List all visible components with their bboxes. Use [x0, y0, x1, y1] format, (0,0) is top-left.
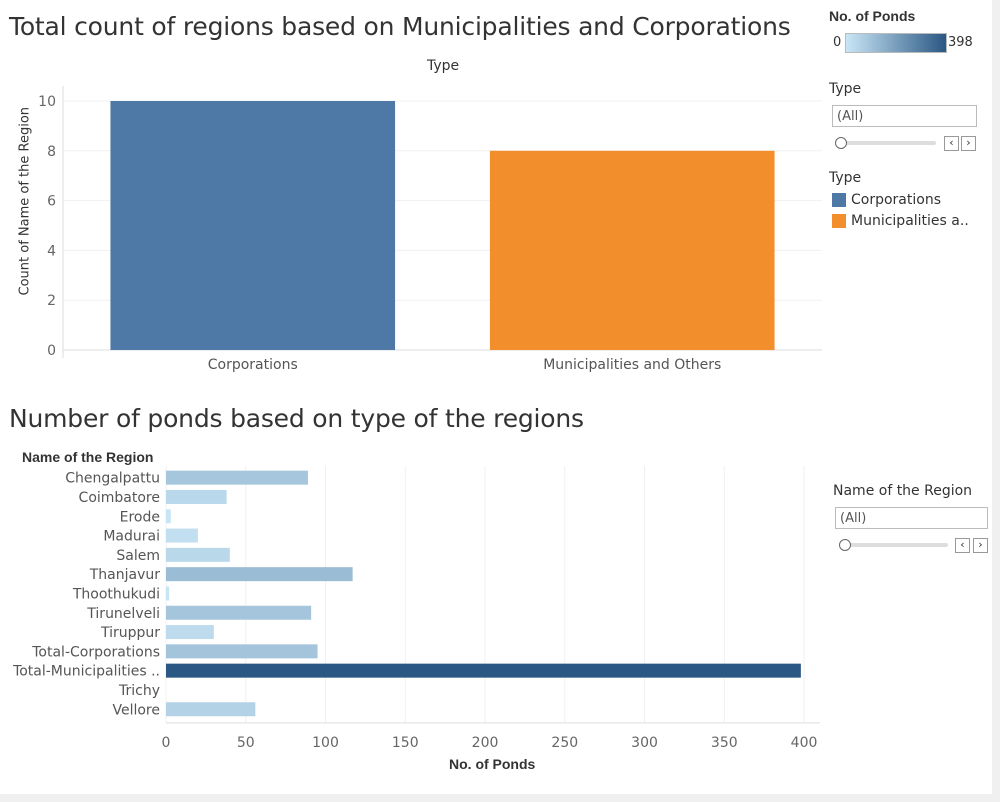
bar-total-municipalities: [166, 663, 801, 678]
top-y-tick-label: 4: [47, 243, 56, 259]
type-legend-title: Type: [829, 170, 862, 186]
ponds-by-region-chart[interactable]: 0 50 100 150 200 250 300 350 400 Chengalpattu Coim…: [0, 466, 830, 756]
bar-tirunelveli: [166, 605, 312, 620]
type-filter-slider-handle[interactable]: [835, 137, 847, 149]
bottom-x-tick-label: 0: [162, 735, 171, 751]
bottom-x-tick-label: 150: [392, 735, 419, 751]
type-column-header: Type: [427, 58, 460, 74]
top-y-tick-label: 0: [47, 343, 56, 359]
legend-item-corporations[interactable]: Corporations: [851, 192, 941, 208]
bottom-x-tick-label: 350: [711, 735, 738, 751]
bar-corporations: [110, 101, 396, 350]
bar-madurai: [166, 528, 198, 543]
bottom-x-tick-label: 200: [472, 735, 499, 751]
legend-item-municipalities[interactable]: Municipalities a..: [851, 213, 969, 229]
region-label: Vellore: [112, 702, 160, 718]
region-filter-next-button[interactable]: ›: [973, 538, 988, 553]
bar-salem: [166, 547, 230, 562]
chevron-right-icon: ›: [966, 136, 971, 149]
bar-thoothukudi: [166, 586, 170, 601]
region-row-header: Name of the Region: [22, 449, 154, 465]
region-filter-prev-button[interactable]: ‹: [955, 538, 970, 553]
bottom-x-axis-title: No. of Ponds: [449, 756, 536, 772]
type-filter-title: Type: [829, 81, 862, 97]
bar-erode: [166, 509, 171, 524]
top-x-tick-label: Municipalities and Others: [543, 357, 721, 373]
region-label: Salem: [116, 548, 160, 564]
region-label: Trichy: [118, 683, 160, 699]
bottom-x-tick-label: 400: [791, 735, 818, 751]
region-label: Tirunelveli: [86, 606, 160, 622]
region-label: Total-Corporations: [31, 644, 160, 660]
region-label: Madurai: [103, 529, 160, 545]
bar-thanjavur: [166, 567, 353, 582]
region-label: Erode: [120, 509, 160, 525]
ponds-color-ramp: [845, 33, 947, 53]
region-label: Coimbatore: [79, 490, 160, 506]
chevron-left-icon: ‹: [949, 136, 954, 149]
bottom-chart-title: Number of ponds based on type of the reg…: [9, 404, 584, 433]
top-chart-title: Total count of regions based on Municipa…: [9, 12, 791, 41]
top-y-tick-label: 10: [38, 94, 56, 110]
ponds-legend-min: 0: [833, 35, 842, 50]
region-label: Thoothukudi: [72, 586, 160, 602]
region-filter-dropdown[interactable]: (All): [835, 507, 988, 529]
type-filter-dropdown[interactable]: (All): [832, 105, 977, 127]
region-label: Tiruppur: [100, 625, 160, 641]
type-filter-next-button[interactable]: ›: [961, 136, 976, 151]
corporations-swatch[interactable]: [832, 193, 846, 207]
bar-coimbatore: [166, 489, 227, 504]
chevron-left-icon: ‹: [960, 538, 965, 551]
region-label: Chengalpattu: [65, 471, 160, 487]
bar-municipalities-and-others: [489, 150, 775, 350]
bar-total-corporations: [166, 644, 318, 659]
region-filter-slider-handle[interactable]: [839, 539, 851, 551]
municipalities-swatch[interactable]: [832, 214, 846, 228]
bar-chengalpattu: [166, 470, 308, 485]
region-filter-slider-track[interactable]: [844, 543, 948, 547]
type-filter-slider-track[interactable]: [840, 141, 936, 145]
ponds-legend-max: 398: [948, 35, 973, 50]
bottom-x-tick-label: 300: [631, 735, 658, 751]
bottom-x-tick-label: 100: [312, 735, 339, 751]
region-filter-title: Name of the Region: [833, 483, 973, 499]
ponds-legend-title: No. of Ponds: [829, 8, 916, 24]
bottom-x-tick-label: 50: [237, 735, 255, 751]
top-y-tick-label: 8: [47, 144, 56, 160]
region-label: Thanjavur: [89, 567, 161, 583]
region-label: Total-Municipalities ..: [12, 664, 160, 680]
region-count-chart[interactable]: 0 2 4 6 8 10 Corporations Municipalities and Ot…: [0, 86, 830, 381]
top-x-tick-label: Corporations: [208, 357, 298, 373]
top-y-tick-label: 2: [47, 293, 56, 309]
bar-tiruppur: [166, 625, 214, 640]
chevron-right-icon: ›: [978, 538, 983, 551]
type-filter-prev-button[interactable]: ‹: [944, 136, 959, 151]
bottom-x-tick-label: 250: [551, 735, 578, 751]
bar-vellore: [166, 702, 256, 717]
top-y-tick-label: 6: [47, 194, 56, 210]
